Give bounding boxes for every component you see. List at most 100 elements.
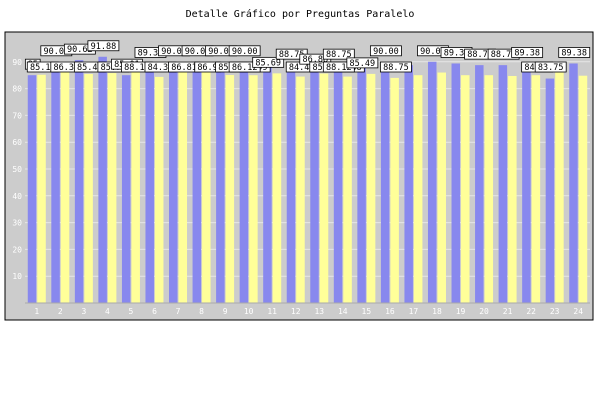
bar-series-a [380, 65, 390, 304]
data-label: 86.88 [302, 55, 328, 65]
data-label: 89.38 [444, 48, 470, 58]
bar-series-a [498, 65, 508, 304]
data-label: 90.00 [208, 47, 234, 57]
x-tick-label: 19 [456, 307, 466, 316]
bar-series-b [508, 75, 517, 303]
bar-series-b [37, 74, 46, 303]
data-label: 86.37 [54, 63, 80, 73]
y-tick-label: 10 [12, 272, 22, 281]
bar-series-a [74, 60, 84, 304]
bar-series-b [578, 75, 588, 303]
x-tick-label: 21 [503, 307, 513, 316]
bar-series-b [531, 75, 541, 303]
y-tick-label: 40 [12, 192, 22, 201]
data-label: 85.17 [30, 63, 56, 73]
y-tick-label: 70 [12, 111, 22, 120]
bar-series-a [98, 56, 107, 304]
bar-series-b [107, 73, 117, 304]
x-tick-label: 1 [34, 307, 39, 316]
bar-series-a [239, 72, 249, 304]
x-tick-label: 13 [314, 307, 324, 316]
data-label: 85.69 [255, 58, 281, 68]
data-label: 84.37 [148, 63, 174, 73]
data-label: 88.75 [326, 50, 352, 60]
bar-series-a [569, 63, 578, 303]
y-tick-label: 80 [12, 85, 22, 94]
bar-series-b [555, 72, 564, 304]
x-tick-label: 12 [291, 307, 301, 316]
bar-series-b [343, 76, 352, 303]
bar-series-b [202, 70, 211, 303]
y-tick-label: 60 [12, 138, 22, 147]
x-tick-label: 17 [409, 307, 419, 316]
data-label-box [322, 48, 355, 60]
data-label: 85.49 [350, 59, 376, 69]
data-label: 89.38 [138, 48, 164, 58]
bar-series-a [522, 63, 531, 303]
chart-title: Detalle Gráfico por Preguntas Paralelo [185, 9, 415, 20]
bar-series-a [357, 61, 366, 303]
data-label: 83.75 [538, 63, 564, 73]
data-label: 84.49 [289, 63, 315, 73]
bar-series-b [484, 75, 494, 303]
data-label: 88.12 [124, 63, 150, 73]
data-label: 90.00 [420, 47, 446, 57]
data-label: 88.75 [467, 50, 493, 60]
data-label: 90.00 [44, 47, 70, 57]
bar-series-b [319, 73, 329, 303]
x-tick-label: 18 [432, 307, 442, 316]
bar-series-b [84, 73, 93, 303]
data-label: 86.9 [197, 63, 217, 73]
bar-series-b [131, 66, 140, 303]
x-tick-label: 5 [129, 307, 134, 316]
bar-series-b [272, 73, 282, 303]
bar-series-a [263, 65, 272, 304]
bar-series-a [333, 66, 343, 303]
bar-series-b [60, 71, 70, 303]
x-tick-label: 11 [267, 307, 277, 316]
x-tick-label: 15 [362, 307, 372, 316]
bar-series-a [545, 78, 555, 303]
data-label: 86.12 [232, 63, 258, 73]
data-label: 91.88 [91, 42, 117, 52]
bar-series-a [121, 75, 131, 303]
x-tick-label: 20 [479, 307, 489, 316]
x-tick-label: 24 [573, 307, 583, 316]
bar-series-a [51, 61, 60, 303]
data-label-box [346, 57, 379, 69]
bar-series-a [475, 65, 484, 304]
y-tick-label: 20 [12, 245, 22, 254]
data-label: 88.75 [491, 50, 517, 60]
bar-series-a [427, 61, 437, 303]
bar-series-b [296, 76, 305, 303]
y-tick-label: 50 [12, 165, 22, 174]
bar-series-b [249, 75, 258, 303]
bar-series-b [390, 77, 399, 303]
x-tick-label: 14 [338, 307, 348, 316]
x-tick-label: 7 [176, 307, 181, 316]
x-tick-label: 9 [223, 307, 228, 316]
x-tick-label: 3 [81, 307, 86, 316]
bar-series-a [404, 65, 413, 304]
data-label: 88.75 [383, 63, 409, 73]
x-tick-label: 23 [550, 307, 560, 316]
data-label-box [369, 45, 402, 57]
data-label: 88.75 [279, 50, 305, 60]
bar-series-a [145, 63, 154, 303]
data-label: 90.00 [232, 47, 258, 57]
data-label-box [558, 47, 591, 58]
bar-series-a [286, 70, 296, 304]
bar-series-b [154, 76, 164, 303]
x-tick-label: 4 [105, 307, 110, 316]
data-label: 89.38 [561, 48, 587, 58]
data-label-box [87, 40, 120, 52]
bar-series-a [451, 63, 461, 303]
data-label: 86.81 [171, 63, 197, 73]
data-label-box [379, 61, 412, 73]
bar-series-b [437, 72, 446, 304]
x-tick-label: 10 [244, 307, 254, 316]
x-tick-label: 2 [58, 307, 63, 316]
data-label: 90.00 [373, 47, 399, 57]
